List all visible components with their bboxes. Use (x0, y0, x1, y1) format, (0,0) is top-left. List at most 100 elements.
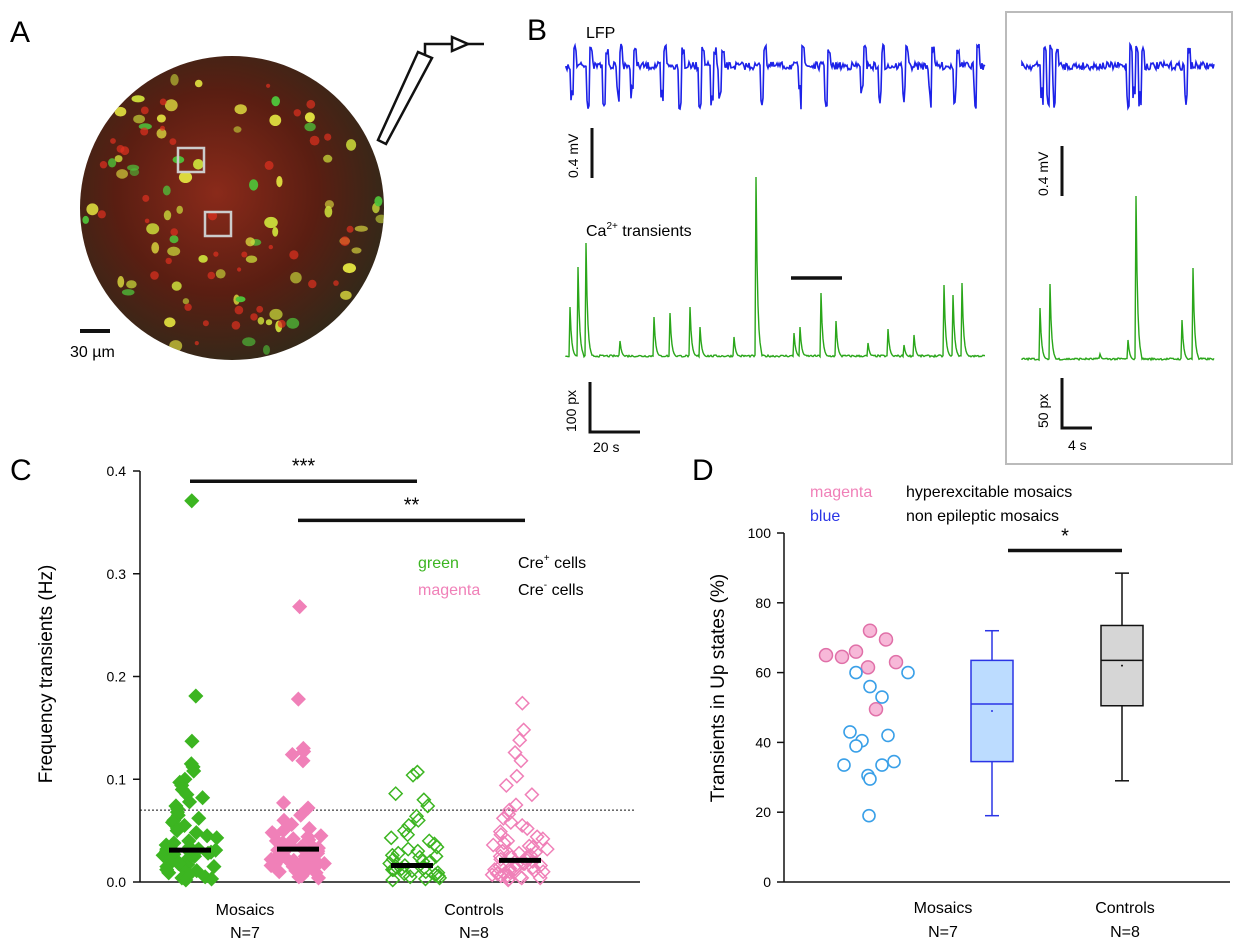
cell-dot (82, 215, 89, 224)
cell-dot (233, 126, 242, 133)
cell-dot (354, 225, 368, 232)
cell-dot (269, 308, 283, 320)
data-point (428, 848, 444, 864)
y-axis-label: Transients in Up states (%) (708, 574, 729, 802)
y-axis: 0.0 0.1 0.2 0.3 0.4 (107, 463, 141, 890)
cell-dot (108, 158, 117, 168)
data-point (418, 864, 434, 880)
cell-dot (346, 139, 357, 151)
y-tick-label: 0.0 (107, 874, 127, 890)
significance-label: ** (404, 494, 420, 516)
data-point (492, 824, 508, 840)
panel-d: D Transients in Up states (%) 0 20 40 60 80 1… (692, 454, 1230, 941)
cell-dot (169, 235, 179, 244)
scale-label-px-zoom: 50 px (1035, 394, 1051, 428)
roi-box (203, 210, 233, 238)
data-point (496, 835, 512, 851)
data-point (508, 797, 524, 813)
cell-dot (293, 109, 301, 117)
cell-dot (207, 211, 218, 221)
data-point (203, 871, 220, 887)
cell-dot (144, 218, 150, 224)
data-point (507, 744, 523, 761)
data-point (400, 827, 416, 843)
cell-dot (304, 122, 316, 132)
box-mean (991, 709, 993, 712)
cell-dot (151, 242, 160, 254)
y-tick-label: 40 (755, 734, 771, 750)
cell-dot (150, 271, 159, 280)
data-point (878, 632, 894, 647)
data-point (284, 816, 300, 833)
data-point (535, 864, 551, 880)
cell-dot (263, 345, 270, 355)
cell-dot (86, 203, 99, 216)
cell-dot (164, 99, 178, 112)
cell-dot (266, 83, 271, 88)
lfp-trace (565, 42, 986, 111)
data-point (404, 863, 420, 879)
cell-dot (237, 267, 242, 272)
cell-dot (289, 250, 299, 260)
cell-dot (164, 317, 176, 328)
cell-dot (309, 135, 320, 146)
data-point (385, 872, 401, 888)
data-point (170, 855, 187, 872)
cell-dot (340, 290, 352, 300)
data-point (271, 864, 287, 880)
data-point (292, 599, 308, 615)
cell-dot (146, 223, 160, 235)
cell-dot (340, 236, 350, 247)
legend-color-word: magenta (810, 484, 872, 501)
data-point (184, 733, 200, 749)
legend-text: hyperexcitable mosaics (906, 484, 1072, 501)
data-point (834, 649, 850, 665)
cell-dot (323, 154, 333, 163)
data-point (519, 821, 535, 837)
cell-dot (264, 216, 278, 229)
y-tick-label: 100 (748, 525, 772, 541)
cell-dot (140, 127, 149, 136)
data-point (195, 790, 211, 806)
group-n: N=8 (459, 925, 489, 942)
y-tick-label: 0 (763, 874, 771, 890)
legend-text: Cre+ cells (518, 553, 586, 572)
data-point (500, 872, 516, 888)
cell-dot (169, 138, 177, 146)
cell-dot (257, 317, 265, 325)
cell-dot (277, 319, 286, 328)
group-label: Mosaics (216, 902, 275, 919)
cell-dot (126, 280, 137, 289)
cell-dot (170, 228, 178, 236)
data-point (843, 725, 857, 739)
legend-text: non epileptic mosaics (906, 508, 1059, 525)
scale-label-time-zoom: 4 s (1068, 437, 1087, 453)
data-point (512, 732, 528, 748)
cell-dot (264, 160, 274, 170)
cell-dot (169, 340, 183, 352)
cell-dot (97, 210, 106, 219)
data-point (388, 786, 404, 802)
legend-color-word: blue (810, 508, 840, 525)
electrode-icon (376, 35, 484, 146)
cell-dot (138, 123, 152, 130)
cell-dot (176, 205, 183, 214)
two-photon-image (80, 56, 384, 360)
cell-dot (120, 146, 130, 156)
zoom-inset-frame (1005, 11, 1233, 465)
data-point (509, 768, 525, 784)
cell-dot (207, 271, 216, 280)
legend: green Cre+ cells magenta Cre- cells (418, 553, 586, 599)
cell-dot (213, 251, 219, 257)
data-point (532, 870, 548, 886)
data-point (495, 810, 511, 826)
data-point (875, 758, 889, 772)
group-n: N=7 (928, 924, 958, 941)
data-point (276, 795, 292, 811)
data-point (881, 728, 895, 743)
data-point (310, 870, 327, 886)
cell-dot (351, 247, 362, 254)
cell-dot (182, 298, 190, 305)
cell-dot (290, 272, 302, 284)
